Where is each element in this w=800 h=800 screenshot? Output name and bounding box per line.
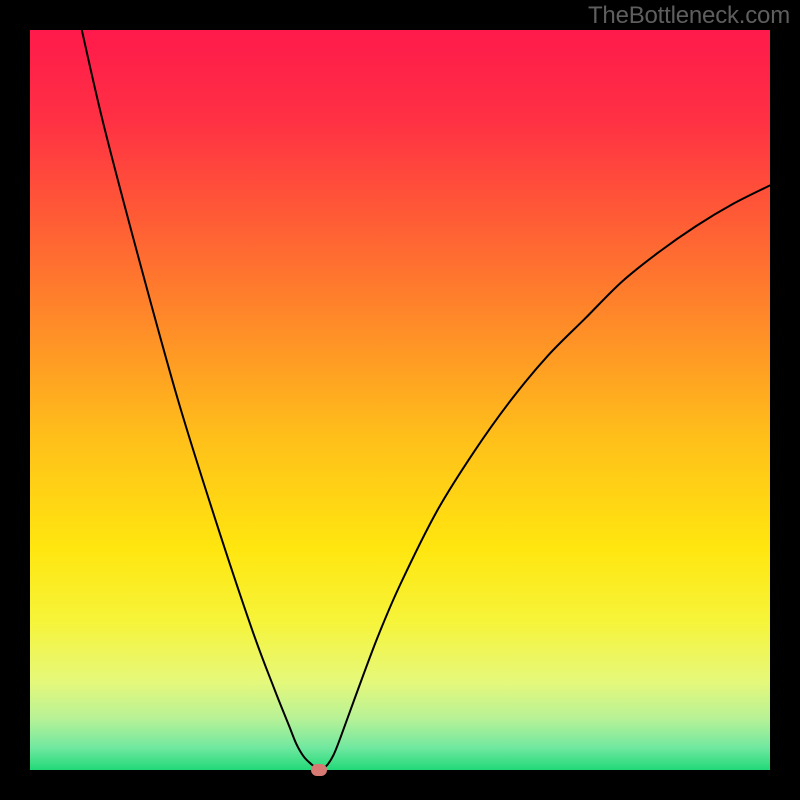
plot-area bbox=[30, 30, 770, 770]
chart-root: TheBottleneck.com bbox=[0, 0, 800, 800]
curve-path bbox=[82, 30, 770, 770]
bottleneck-curve bbox=[30, 30, 770, 770]
watermark-text: TheBottleneck.com bbox=[588, 2, 790, 30]
optimum-marker bbox=[311, 764, 327, 776]
